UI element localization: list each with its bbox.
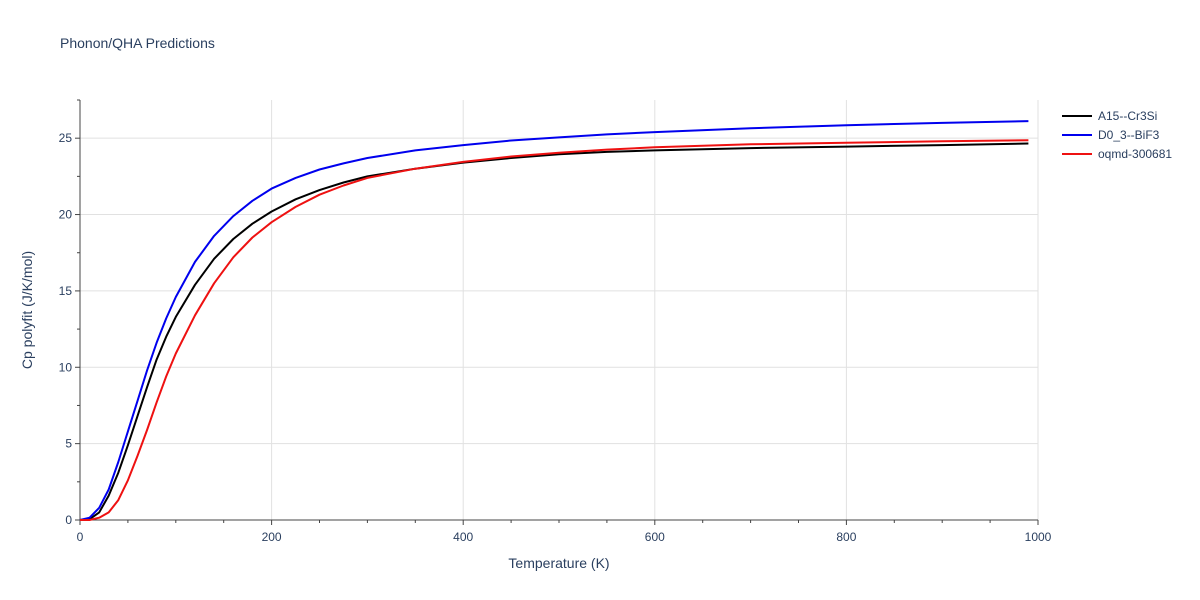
y-axis-label: Cp polyfit (J/K/mol)	[19, 251, 35, 369]
y-tick-label: 5	[65, 437, 72, 451]
x-tick-label: 0	[77, 530, 84, 544]
legend-item[interactable]: A15--Cr3Si	[1062, 106, 1172, 125]
y-tick-label: 20	[59, 208, 73, 222]
legend-label: A15--Cr3Si	[1098, 108, 1158, 123]
y-tick-label: 25	[59, 131, 73, 145]
series-line	[79, 142, 1029, 521]
x-tick-label: 200	[262, 530, 282, 544]
legend-item[interactable]: oqmd-300681	[1062, 144, 1172, 163]
axis-layer: 0 200 400 600 800 1000 0 5 10 15 20 25	[59, 99, 1052, 544]
legend-label: oqmd-300681	[1098, 146, 1173, 161]
grid-layer	[80, 100, 1039, 520]
legend-label: D0_3--BiF3	[1098, 127, 1160, 142]
y-tick-label: 15	[59, 284, 73, 298]
x-axis-label: Temperature (K)	[508, 555, 609, 571]
x-tick-label: 800	[836, 530, 856, 544]
legend[interactable]: A15--Cr3Si D0_3--BiF3 oqmd-300681	[1062, 106, 1172, 163]
series-layer	[79, 120, 1029, 521]
legend-swatch	[1062, 133, 1092, 136]
series-line	[80, 139, 1029, 521]
x-tick-label: 400	[453, 530, 473, 544]
legend-item[interactable]: D0_3--BiF3	[1062, 125, 1172, 144]
legend-swatch	[1062, 152, 1092, 155]
x-tick-label: 600	[645, 530, 665, 544]
series-line	[79, 120, 1029, 521]
y-tick-label: 0	[65, 513, 72, 527]
legend-swatch	[1062, 114, 1092, 117]
chart-title: Phonon/QHA Predictions	[60, 35, 215, 51]
y-tick-label: 10	[59, 360, 73, 374]
x-tick-label: 1000	[1025, 530, 1052, 544]
